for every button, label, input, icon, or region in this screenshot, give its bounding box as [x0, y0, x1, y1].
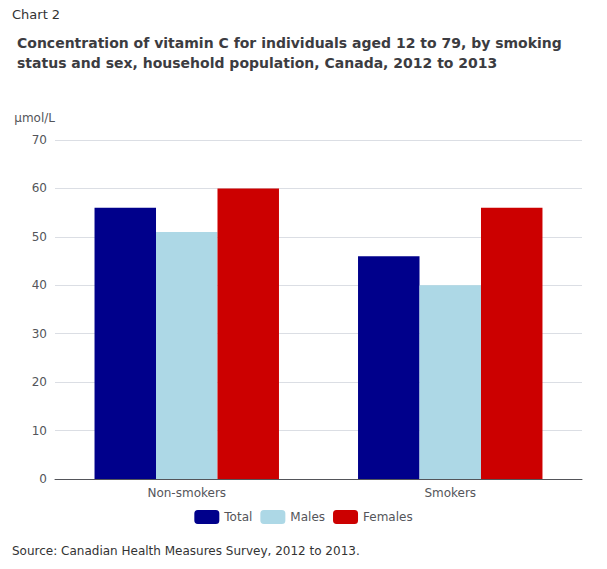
- svg-text:0: 0: [39, 472, 47, 486]
- svg-text:Males: Males: [290, 510, 325, 524]
- svg-text:status and sex, household popu: status and sex, household population, Ca…: [17, 55, 497, 71]
- svg-text:μmol/L: μmol/L: [14, 111, 55, 125]
- svg-text:Smokers: Smokers: [424, 486, 476, 500]
- svg-text:50: 50: [32, 230, 47, 244]
- svg-text:20: 20: [32, 375, 47, 389]
- svg-text:30: 30: [32, 327, 47, 341]
- svg-text:Total: Total: [223, 510, 252, 524]
- svg-text:40: 40: [32, 278, 47, 292]
- svg-text:Source: Canadian Health Measur: Source: Canadian Health Measures Survey,…: [12, 544, 360, 558]
- svg-text:Chart 2: Chart 2: [12, 7, 60, 22]
- svg-text:10: 10: [32, 424, 47, 438]
- svg-text:Concentration of vitamin C for: Concentration of vitamin C for individua…: [17, 35, 567, 51]
- svg-text:Females: Females: [363, 510, 413, 524]
- svg-text:Non-smokers: Non-smokers: [147, 486, 226, 500]
- svg-text:70: 70: [32, 133, 47, 147]
- svg-text:60: 60: [32, 181, 47, 195]
